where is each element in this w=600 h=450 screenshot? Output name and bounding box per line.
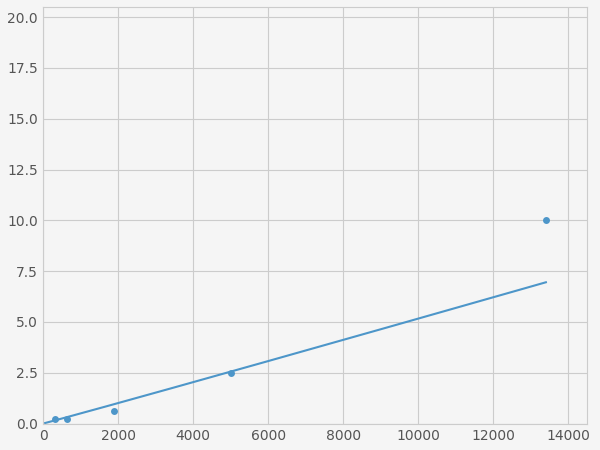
Point [541, 217, 551, 224]
Point [50, 416, 60, 423]
Point [62, 416, 71, 423]
Point [109, 408, 118, 415]
Point [226, 369, 236, 376]
